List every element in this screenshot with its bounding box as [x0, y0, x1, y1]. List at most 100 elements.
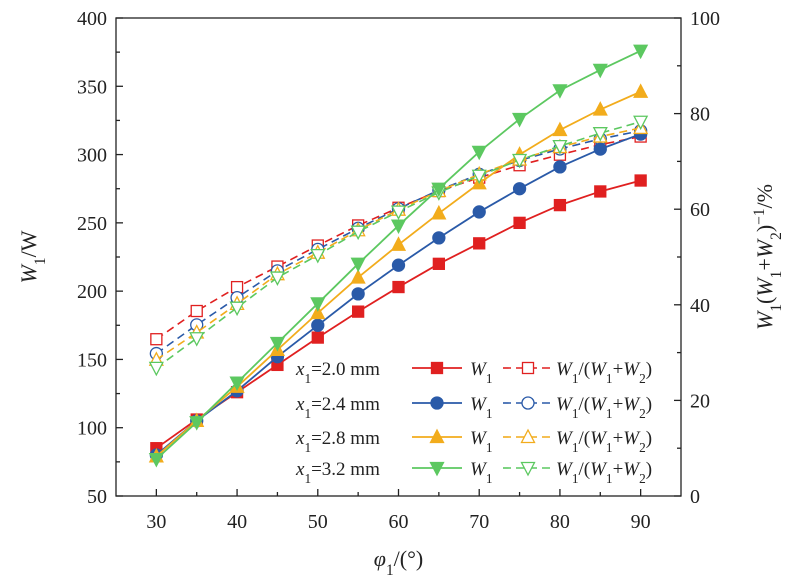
x-tick-label: 60	[389, 511, 409, 533]
power-data-point	[350, 257, 366, 273]
ratio-data-point	[633, 115, 649, 131]
ratio-data-point	[471, 169, 487, 185]
legend-row: x1=2.0 mm W1 W1/(W1+W2)	[295, 359, 652, 386]
power-data-point	[592, 63, 608, 79]
legend-ratio-label: W1/(W1+W2)	[556, 428, 652, 455]
power-data-point	[513, 216, 526, 230]
legend-group-label: x1=3.2 mm	[295, 459, 380, 486]
legend-power-label: W1	[470, 428, 492, 455]
power-data-point	[471, 145, 487, 161]
legend-ratio-marker	[520, 461, 536, 477]
power-data-point	[593, 142, 607, 156]
legend-row: x1=2.8 mm W1 W1/(W1+W2)	[295, 428, 652, 455]
legend-ratio-marker	[521, 396, 535, 410]
y-right-tick-label: 20	[690, 390, 710, 412]
legend-row: x1=3.2 mm W1 W1/(W1+W2)	[295, 459, 652, 486]
legend-power-label: W1	[470, 359, 492, 386]
power-data-point	[432, 231, 446, 245]
ratio-data-point	[189, 332, 205, 347]
power-data-point	[269, 336, 285, 352]
power-data-point	[351, 287, 365, 301]
y-right-axis-title: W1(W1+W2)−1/%	[751, 184, 785, 330]
power-data-point	[431, 204, 447, 220]
power-data-point	[310, 304, 326, 320]
power-data-point	[431, 182, 447, 198]
power-data-point	[553, 198, 567, 212]
x-tick-label: 90	[631, 511, 651, 533]
y-left-tick-label: 300	[77, 145, 107, 167]
legend-ratio-label: W1/(W1+W2)	[556, 459, 652, 486]
legend-ratio-label: W1/(W1+W2)	[556, 359, 652, 386]
ratio-data-point	[190, 304, 203, 318]
y-left-tick-label: 150	[77, 349, 107, 371]
x-axis-title: φ1/(°)	[374, 546, 423, 578]
axes: 30 40 50 60 70 80 90 50 100 150 200 250 300 350 400 0 20…	[16, 8, 785, 578]
ratio-data-point	[230, 280, 244, 294]
ratio-data-point	[310, 248, 326, 264]
power-data-point	[594, 185, 607, 198]
y-right-tick-label: 40	[690, 295, 710, 317]
legend-ratio-marker	[520, 428, 536, 444]
legend-group-label: x1=2.0 mm	[295, 359, 380, 386]
power-data-point	[473, 237, 486, 250]
ratio-data-point	[229, 301, 245, 317]
series-layer	[148, 44, 649, 468]
ratio-data-point	[350, 225, 366, 241]
power-data-point	[311, 318, 325, 332]
power-data-point	[390, 219, 407, 234]
legend-ratio-marker	[521, 361, 535, 375]
ratio-data-point	[148, 361, 164, 377]
ratio-data-point	[150, 333, 163, 346]
power-data-point	[553, 160, 567, 174]
legend-power-label: W1	[470, 394, 492, 421]
power-data-point	[432, 257, 446, 270]
legend-power-marker	[429, 461, 445, 477]
y-right-tick-label: 80	[690, 104, 710, 126]
legend-group-label: x1=2.4 mm	[295, 394, 380, 421]
y-left-tick-label: 50	[87, 486, 107, 508]
x-tick-label: 50	[308, 511, 328, 533]
power-data-point	[391, 258, 406, 272]
series-group	[148, 44, 649, 468]
power-data-point	[310, 297, 326, 312]
power-data-point	[592, 101, 608, 116]
power-data-point	[633, 83, 649, 98]
ratio-data-point	[592, 127, 608, 142]
power-data-point	[552, 121, 568, 137]
power-data-point	[311, 331, 324, 344]
ratio-data-point	[390, 205, 407, 220]
power-data-point	[512, 182, 527, 196]
power-data-point	[552, 84, 568, 99]
y-left-tick-label: 350	[77, 76, 107, 98]
y-right-tick-label: 60	[690, 199, 710, 221]
power-data-point	[390, 236, 407, 251]
x-tick-label: 80	[550, 511, 570, 533]
y-left-tick-label: 200	[77, 281, 107, 303]
legend-row: x1=2.4 mm W1 W1/(W1+W2)	[295, 394, 652, 421]
power-data-point	[512, 112, 528, 128]
y-right-tick-label: 0	[690, 486, 700, 508]
power-data-point	[633, 44, 649, 60]
power-data-point	[351, 305, 365, 318]
legend-power-marker	[430, 396, 444, 410]
power-data-point	[472, 205, 486, 219]
ratio-data-point	[269, 271, 285, 286]
legend-power-label: W1	[470, 459, 492, 486]
power-data-point	[350, 269, 366, 284]
legend-ratio-label: W1/(W1+W2)	[556, 394, 652, 421]
x-tick-label: 30	[146, 511, 166, 533]
power-data-point	[229, 376, 245, 392]
legend-power-marker	[430, 361, 444, 375]
y-left-tick-label: 400	[77, 8, 107, 30]
y-left-tick-label: 100	[77, 418, 107, 440]
ratio-data-point	[552, 139, 568, 155]
legend: x1=2.0 mm W1 W1/(W1+W2) x1=2.4 mm W1 W1/(W1+W…	[295, 359, 652, 486]
power-data-point	[189, 416, 205, 431]
y-right-tick-label: 100	[690, 8, 720, 30]
y-left-tick-label: 250	[77, 213, 107, 235]
ratio-data-point	[512, 153, 528, 169]
legend-group-label: x1=2.8 mm	[295, 428, 380, 455]
power-data-point	[148, 452, 164, 468]
x-tick-label: 40	[227, 511, 247, 533]
